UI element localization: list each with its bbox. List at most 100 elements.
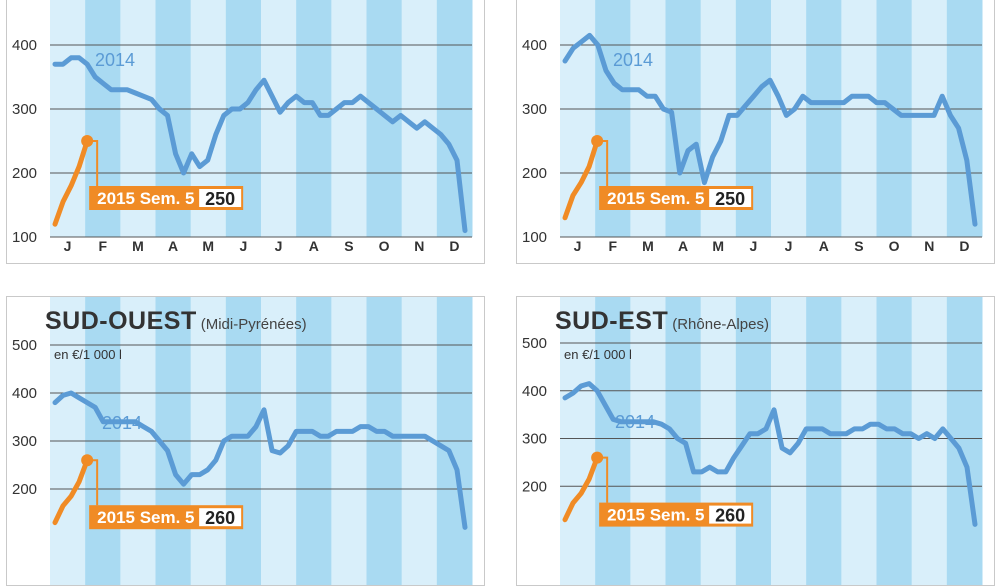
month-stripe — [560, 297, 596, 585]
region-subname: (Midi-Pyrénées) — [200, 316, 307, 333]
y-tick-label: 200 — [12, 481, 37, 498]
month-label: S — [344, 238, 353, 254]
series-2014-line — [562, 32, 978, 227]
series-2015-endpoint — [81, 135, 94, 147]
month-label: J — [275, 238, 283, 254]
chart-svg-3: 200 300 400 500 2014 2015 Sem. 5 260 — [12, 297, 473, 585]
y-tick-label: 400 — [12, 385, 37, 402]
y-tick-label: 400 — [12, 37, 37, 54]
month-stripe — [876, 0, 913, 237]
callout-value-box — [199, 508, 242, 527]
month-label: J — [785, 238, 793, 254]
month-stripe — [331, 0, 367, 237]
chart-panel-4: 200 300 400 500 2014 2015 Sem. 5 260 SUD-EST (R… — [516, 296, 995, 586]
month-label: M — [642, 238, 654, 254]
month-label: D — [449, 238, 459, 254]
series-2014-label: 2014 — [95, 50, 135, 70]
series-2014-line — [562, 381, 978, 527]
y-tick-label: 300 — [522, 101, 547, 118]
month-label: S — [854, 238, 863, 254]
y-tick-label: 300 — [522, 431, 547, 448]
month-stripe — [806, 0, 842, 237]
y-tick-label: 400 — [522, 37, 547, 54]
callout-leader — [89, 140, 99, 186]
y-tick-label: 200 — [522, 165, 547, 182]
y-tick-label: 100 — [12, 229, 37, 246]
region-subname: (Rhône-Alpes) — [672, 316, 769, 333]
callout-label: 2015 Sem. 5 — [607, 506, 704, 525]
month-stripe — [806, 297, 842, 585]
month-stripe — [700, 297, 737, 585]
chart-panel-2: 100 200 300 400 J F M A M J J A S O N D 2014 2015 Sem. 5 2… — [516, 0, 995, 264]
month-label: N — [924, 238, 934, 254]
callout-leader — [89, 459, 99, 506]
month-stripe — [296, 0, 332, 237]
month-label: F — [608, 238, 617, 254]
chart-svg-4: 200 300 400 500 2014 2015 Sem. 5 260 — [522, 297, 983, 585]
series-2015-line — [562, 138, 600, 221]
chart-panel-1: 100 200 300 400 J F M A M J J A S O N D 2014 2015 Sem. 5 2… — [6, 0, 485, 264]
month-stripe — [630, 297, 666, 585]
chart-svg-2: 100 200 300 400 J F M A M J J A S O N D 2014 2015 Sem. 5 2… — [522, 0, 983, 254]
callout-value: 260 — [715, 506, 745, 526]
y-tick-label: 300 — [12, 101, 37, 118]
y-tick-label: 500 — [522, 335, 547, 352]
y-tick-label: 100 — [522, 229, 547, 246]
month-label: O — [889, 238, 900, 254]
month-label: J — [64, 238, 72, 254]
month-label: M — [132, 238, 144, 254]
month-stripe — [876, 297, 913, 585]
unit-label: en €/1 000 l — [54, 347, 122, 362]
series-2014-label: 2014 — [615, 412, 655, 432]
month-label: A — [678, 238, 688, 254]
callout-leader — [599, 140, 609, 186]
month-label: A — [168, 238, 178, 254]
month-stripe — [560, 0, 596, 237]
month-label: A — [309, 238, 319, 254]
month-label: J — [574, 238, 582, 254]
series-2014-line — [52, 390, 468, 530]
month-stripe — [841, 0, 877, 237]
month-label: O — [379, 238, 390, 254]
month-stripe — [911, 0, 948, 237]
month-label: D — [959, 238, 969, 254]
callout-leader — [599, 456, 609, 503]
month-label: J — [750, 238, 758, 254]
panel-title: SUD-EST (Rhône-Alpes) — [555, 307, 769, 336]
series-2014-label: 2014 — [613, 50, 653, 70]
y-tick-label: 500 — [12, 337, 37, 354]
month-stripe — [771, 0, 807, 237]
callout-label: 2015 Sem. 5 — [97, 189, 194, 208]
month-stripe — [436, 0, 473, 237]
unit-label: en €/1 000 l — [564, 347, 632, 362]
month-label: M — [202, 238, 214, 254]
chart-panel-3: 200 300 400 500 2014 2015 Sem. 5 260 SUD-OUEST… — [6, 296, 485, 586]
month-label: J — [240, 238, 248, 254]
series-2015-line — [52, 138, 90, 227]
month-label: M — [712, 238, 724, 254]
region-name: SUD-EST — [555, 307, 669, 335]
series-2015-line — [562, 455, 600, 523]
callout-label: 2015 Sem. 5 — [607, 189, 704, 208]
callout-value-box — [709, 505, 752, 524]
month-stripe — [841, 297, 877, 585]
series-2015-endpoint — [81, 454, 94, 467]
series-2014-label: 2014 — [102, 413, 142, 433]
y-tick-label: 200 — [12, 165, 37, 182]
series-2015-line — [52, 457, 90, 526]
callout-value: 250 — [715, 189, 745, 209]
series-2015-endpoint — [591, 135, 604, 147]
month-stripe — [911, 297, 948, 585]
y-tick-label: 400 — [522, 383, 547, 400]
month-stripe — [595, 297, 631, 585]
series-2014-line — [52, 55, 468, 234]
y-tick-label: 200 — [522, 478, 547, 495]
month-stripe — [261, 0, 297, 237]
panel-title: SUD-OUEST (Midi-Pyrénées) — [45, 307, 307, 336]
callout-value: 260 — [205, 508, 235, 528]
callout-value-box — [709, 189, 752, 207]
month-stripe — [50, 0, 86, 237]
callout-label: 2015 Sem. 5 — [97, 508, 194, 527]
region-name: SUD-OUEST — [45, 307, 197, 335]
month-stripe — [735, 297, 772, 585]
